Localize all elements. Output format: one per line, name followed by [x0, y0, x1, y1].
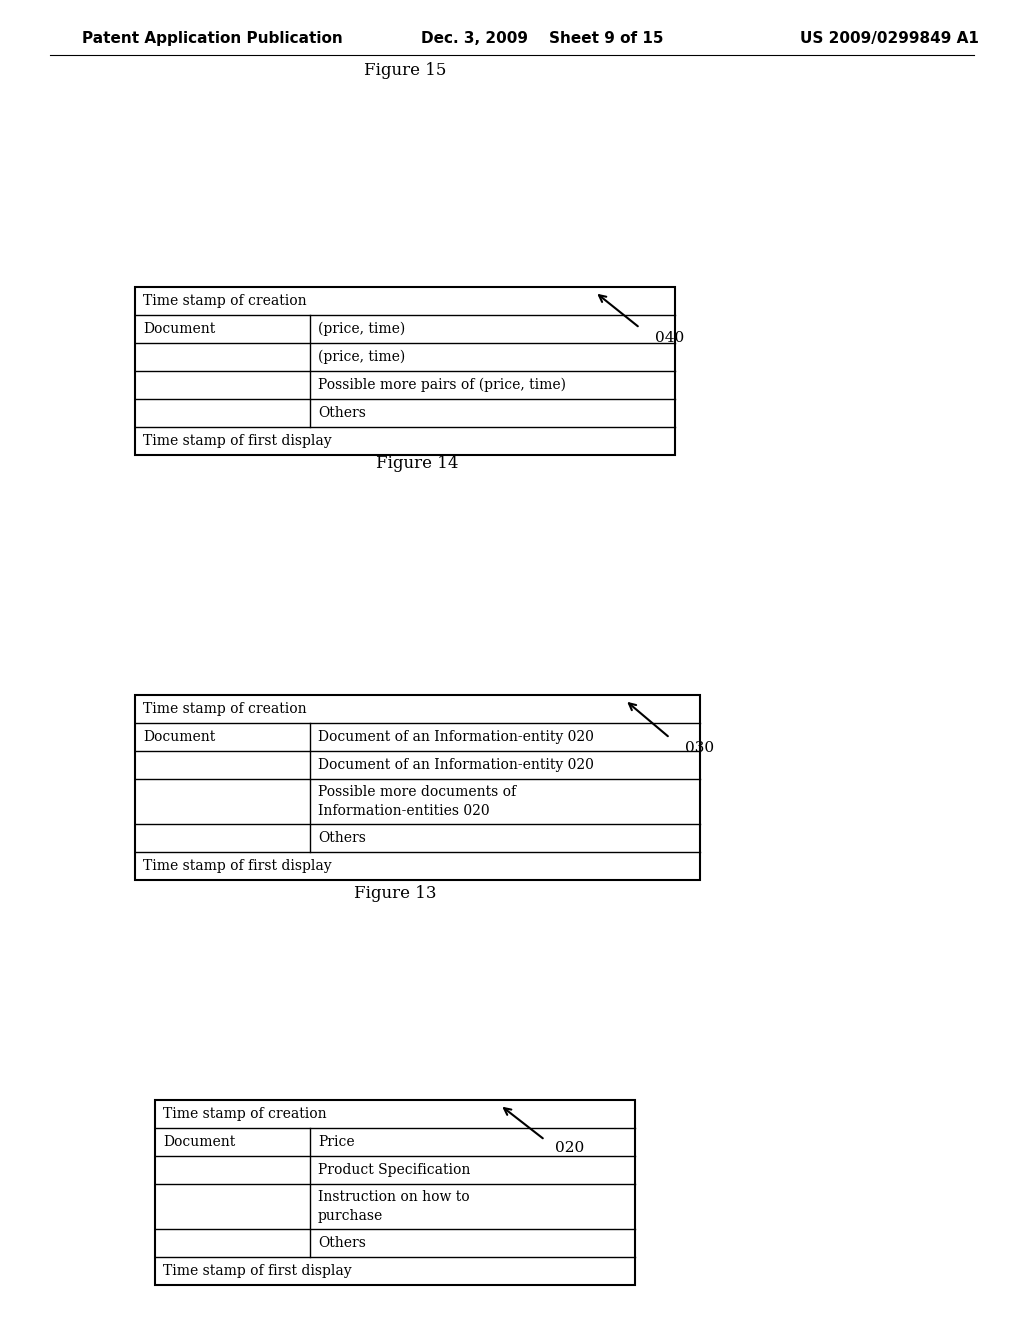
Text: Possible more documents of
Information-entities 020: Possible more documents of Information-e…: [318, 785, 516, 817]
Text: Product Specification: Product Specification: [318, 1163, 470, 1177]
Text: Dec. 3, 2009    Sheet 9 of 15: Dec. 3, 2009 Sheet 9 of 15: [421, 30, 664, 45]
Text: Price: Price: [318, 1135, 354, 1148]
Bar: [135, 696, 700, 880]
Text: Others: Others: [318, 407, 366, 420]
Text: Patent Application Publication: Patent Application Publication: [82, 30, 343, 45]
Text: 020: 020: [555, 1140, 585, 1155]
Text: 040: 040: [655, 331, 684, 345]
Text: Document: Document: [143, 322, 215, 337]
Text: Time stamp of first display: Time stamp of first display: [143, 859, 332, 873]
Text: 030: 030: [685, 741, 714, 755]
Text: Figure 14: Figure 14: [376, 455, 459, 473]
Text: Document of an Information-entity 020: Document of an Information-entity 020: [318, 758, 594, 772]
Text: Time stamp of creation: Time stamp of creation: [163, 1107, 327, 1121]
Text: Others: Others: [318, 1236, 366, 1250]
Text: Time stamp of creation: Time stamp of creation: [143, 702, 306, 715]
Text: Document: Document: [143, 730, 215, 744]
Bar: [155, 1100, 635, 1284]
Text: Time stamp of first display: Time stamp of first display: [143, 434, 332, 447]
Text: (price, time): (price, time): [318, 322, 406, 337]
Text: Document: Document: [163, 1135, 236, 1148]
Text: Possible more pairs of (price, time): Possible more pairs of (price, time): [318, 378, 566, 392]
Text: Document of an Information-entity 020: Document of an Information-entity 020: [318, 730, 594, 744]
Text: Time stamp of first display: Time stamp of first display: [163, 1265, 351, 1278]
Text: Time stamp of creation: Time stamp of creation: [143, 294, 306, 308]
Text: Instruction on how to
purchase: Instruction on how to purchase: [318, 1191, 470, 1222]
Text: US 2009/0299849 A1: US 2009/0299849 A1: [800, 30, 979, 45]
Text: Others: Others: [318, 832, 366, 845]
Bar: [135, 286, 675, 455]
Text: Figure 13: Figure 13: [353, 884, 436, 902]
Text: (price, time): (price, time): [318, 350, 406, 364]
Text: Figure 15: Figure 15: [364, 62, 446, 79]
